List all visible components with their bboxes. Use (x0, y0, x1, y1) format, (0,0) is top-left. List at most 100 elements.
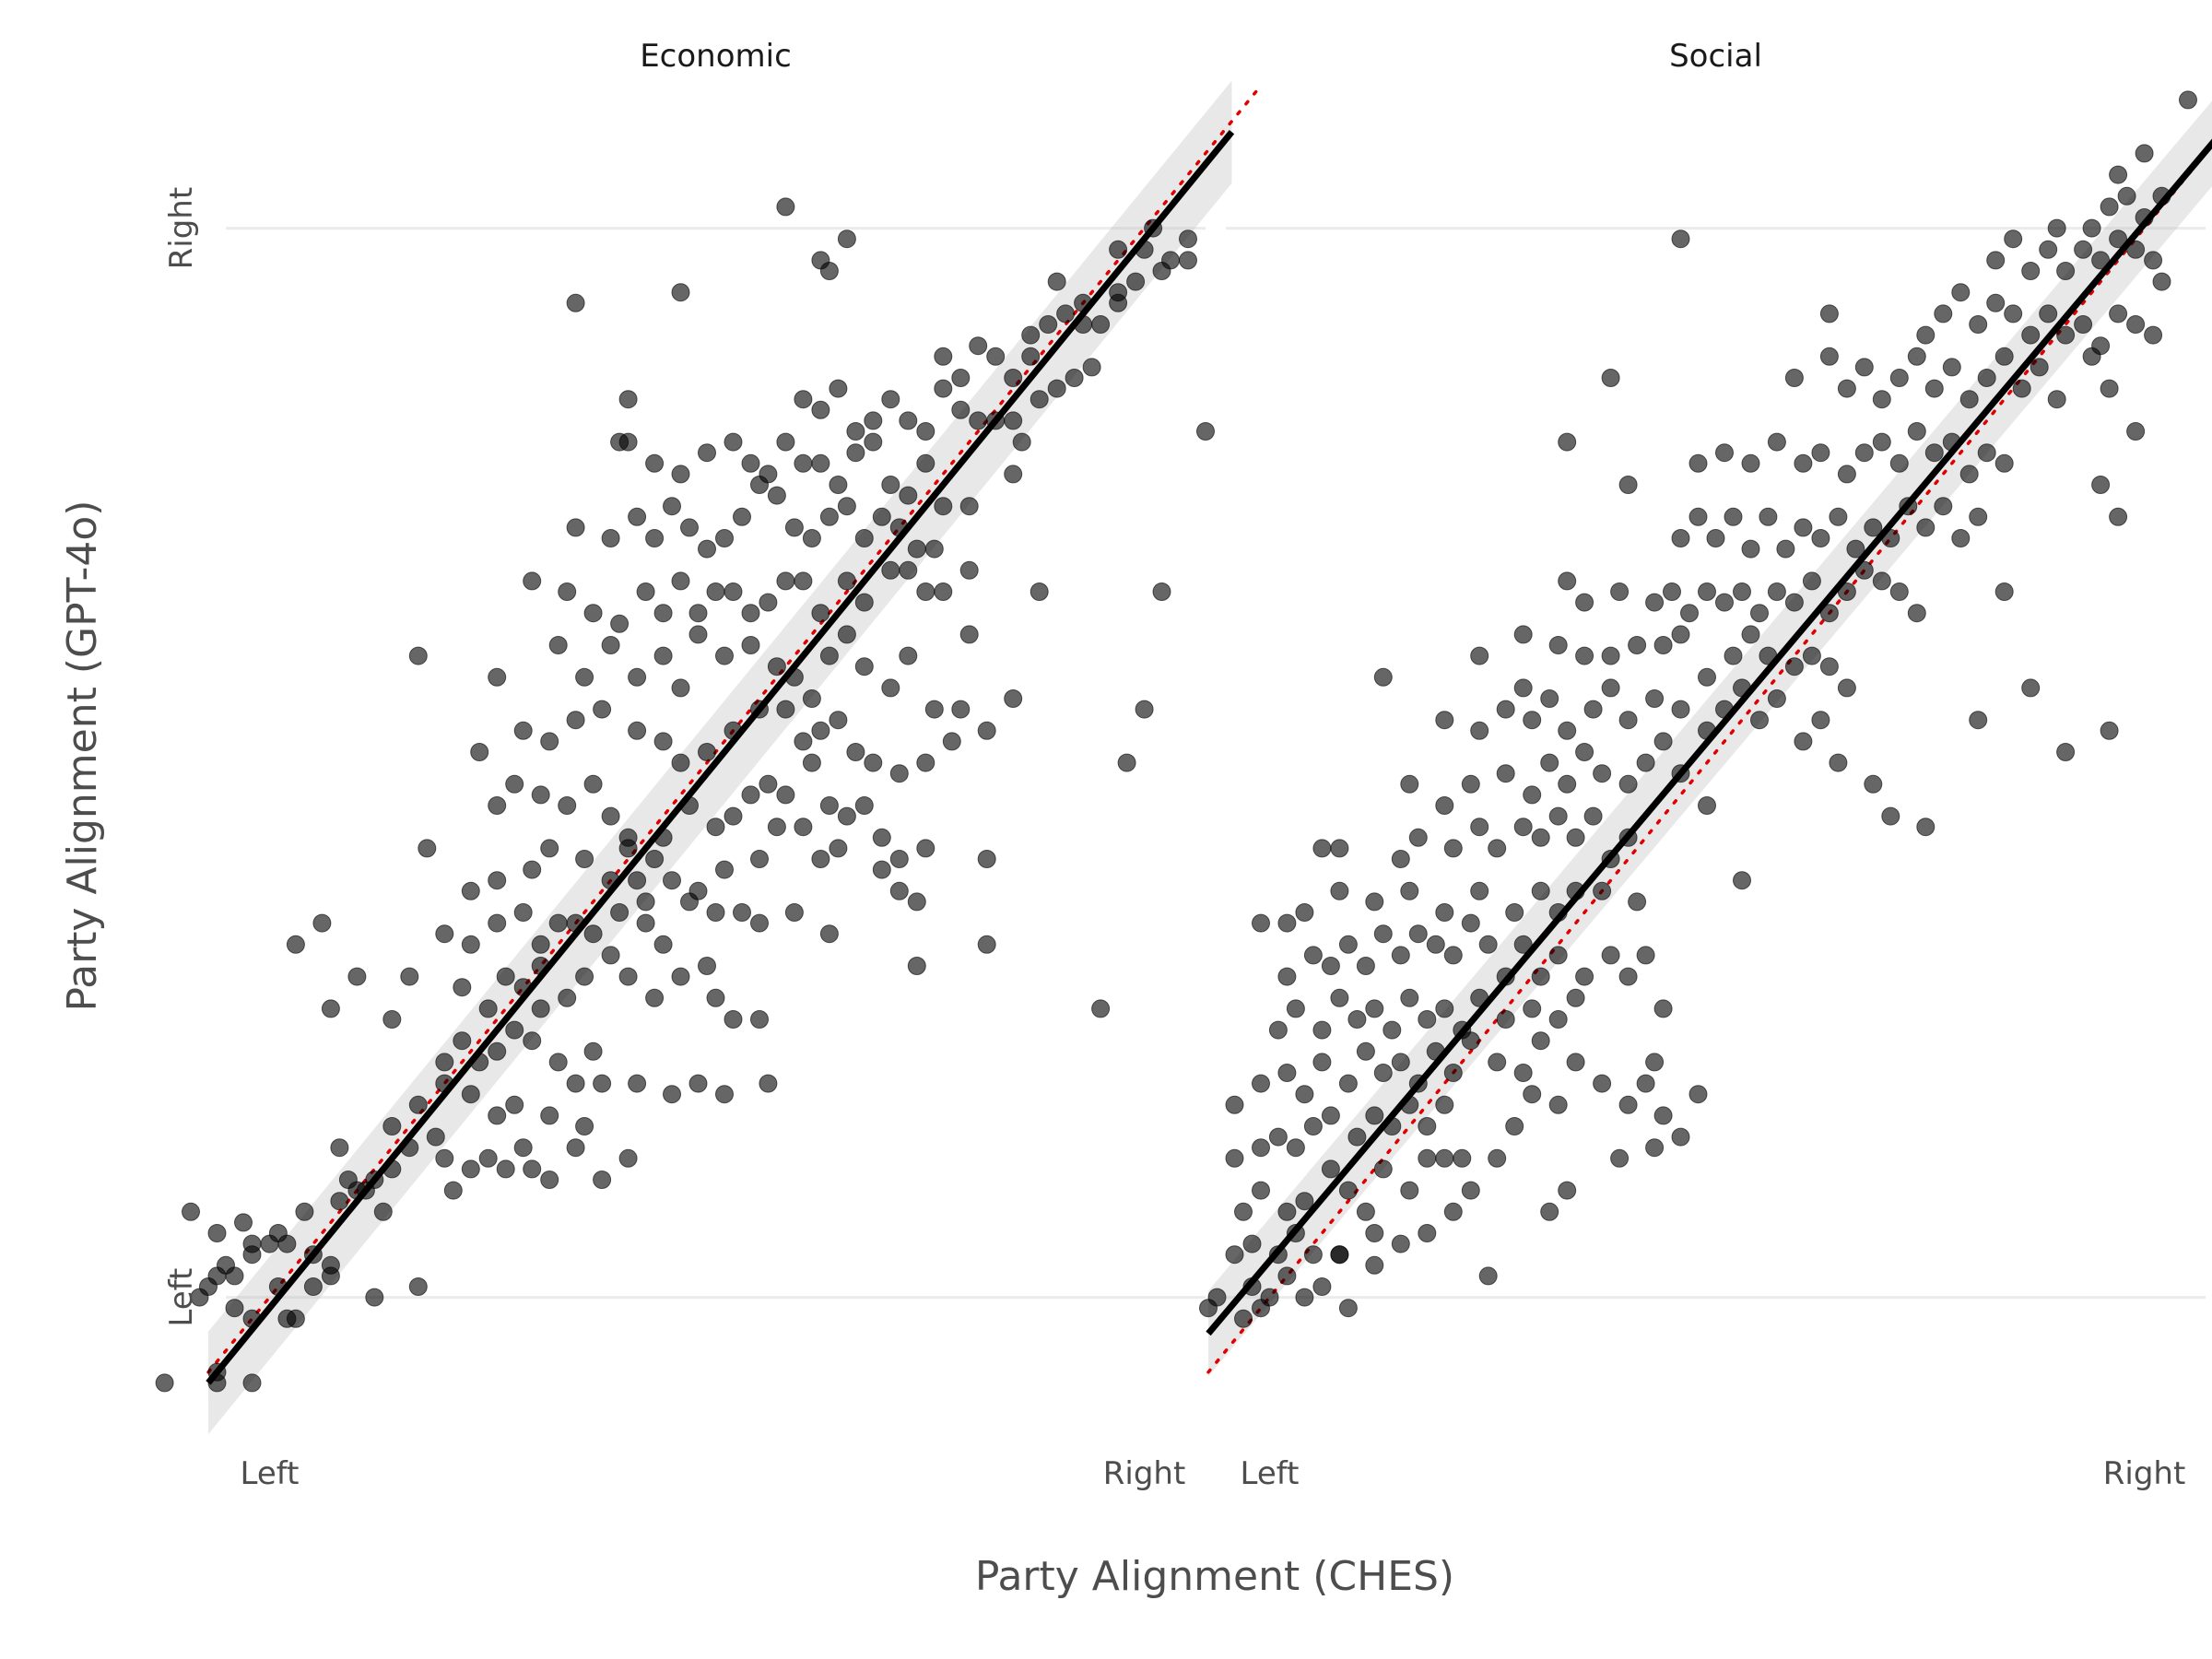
point-economic-172 (916, 753, 935, 772)
point-social-52 (1252, 1074, 1270, 1093)
point-social-165 (1750, 711, 1769, 730)
point-economic-183 (671, 678, 690, 698)
point-economic-144 (759, 774, 778, 794)
point-economic-161 (671, 753, 690, 772)
point-social-202 (1819, 604, 1839, 623)
point-social-117 (1531, 881, 1550, 900)
point-economic-278 (1030, 390, 1049, 409)
point-social-278 (2109, 229, 2128, 249)
point-economic-93 (461, 935, 480, 954)
point-social-316 (2082, 347, 2101, 366)
point-economic-245 (724, 432, 743, 452)
point-economic-68 (583, 1041, 603, 1061)
point-economic-177 (488, 667, 507, 687)
point-economic-87 (724, 1010, 743, 1029)
point-economic-166 (794, 732, 813, 751)
point-social-21 (1277, 1202, 1297, 1221)
point-economic-59 (435, 1053, 454, 1072)
point-social-145 (1618, 774, 1638, 794)
point-economic-40 (496, 1159, 515, 1179)
point-economic-151 (889, 850, 909, 868)
point-economic-115 (540, 839, 559, 858)
point-social-10 (1225, 1245, 1244, 1265)
point-economic-195 (951, 700, 971, 719)
point-social-68 (1593, 1074, 1612, 1093)
point-social-282 (2047, 218, 2066, 238)
point-economic-174 (977, 721, 996, 740)
point-economic-264 (864, 411, 883, 430)
point-economic-134 (531, 785, 550, 805)
point-social-197 (1733, 582, 1751, 601)
point-economic-203 (671, 571, 690, 591)
point-economic-240 (1030, 582, 1049, 601)
point-economic-274 (969, 336, 988, 356)
point-economic-137 (601, 806, 620, 826)
point-social-243 (1819, 347, 1839, 366)
point-social-255 (2030, 358, 2049, 377)
point-economic-168 (829, 711, 848, 730)
point-economic-265 (881, 390, 900, 409)
point-economic-262 (829, 379, 848, 398)
point-social-181 (1698, 667, 1716, 687)
point-social-280 (2144, 251, 2163, 270)
point-social-116 (1505, 903, 1524, 922)
point-economic-136 (583, 774, 603, 794)
point-social-266 (2074, 315, 2093, 334)
point-social-285 (2117, 186, 2136, 206)
point-economic-95 (513, 903, 533, 922)
point-economic-266 (899, 411, 918, 430)
point-economic-111 (418, 839, 437, 858)
point-social-1 (1207, 1288, 1227, 1307)
point-social-177 (1601, 646, 1620, 665)
fit-line-social-path (1206, 138, 2212, 1336)
point-social-124 (1391, 850, 1410, 868)
point-economic-299 (1109, 293, 1128, 312)
point-economic-124 (715, 860, 734, 879)
point-economic-76 (496, 967, 515, 986)
y-tick-right: Right (163, 187, 200, 270)
point-economic-277 (1021, 347, 1041, 366)
point-social-18 (1418, 1224, 1437, 1242)
point-social-193 (1663, 582, 1681, 601)
point-social-236 (1907, 422, 1926, 441)
point-social-262 (2004, 304, 2023, 324)
point-social-57 (1356, 1041, 1375, 1061)
point-economic-54 (488, 1106, 507, 1125)
point-social-309 (1330, 1245, 1349, 1265)
point-economic-282 (1021, 325, 1041, 345)
point-economic-39 (478, 1148, 498, 1168)
point-social-218 (1846, 539, 1865, 559)
point-economic-253 (864, 432, 883, 452)
point-economic-276 (1004, 369, 1023, 387)
point-economic-51 (408, 1095, 428, 1114)
point-social-42 (1435, 1095, 1454, 1114)
point-social-69 (1618, 1095, 1638, 1114)
point-economic-281 (1082, 358, 1101, 377)
point-social-271 (1986, 251, 2006, 270)
point-economic-260 (794, 390, 813, 409)
point-social-140 (1523, 785, 1542, 805)
point-social-178 (1628, 636, 1647, 654)
y-tick-left: Left (163, 1268, 200, 1327)
point-economic-199 (583, 604, 603, 623)
point-social-151 (1470, 721, 1489, 740)
point-social-251 (1959, 390, 1979, 409)
point-economic-211 (811, 604, 830, 623)
fit-line-economic (206, 129, 1235, 1385)
point-social-49 (1653, 1106, 1673, 1125)
point-social-6 (1277, 1266, 1297, 1286)
point-economic-292 (1109, 240, 1128, 259)
point-social-28 (1418, 1148, 1437, 1168)
point-social-38 (1365, 1106, 1384, 1125)
point-social-121 (1628, 892, 1647, 912)
point-economic-212 (837, 571, 856, 591)
point-social-157 (1583, 700, 1603, 719)
point-economic-42 (523, 1159, 542, 1179)
point-social-239 (1959, 465, 1979, 484)
point-social-154 (1523, 711, 1542, 730)
point-economic-97 (548, 913, 568, 933)
point-social-87 (1523, 999, 1542, 1018)
point-economic-246 (741, 453, 760, 473)
fit-line-economic-path (206, 129, 1235, 1385)
point-social-244 (1837, 379, 1856, 398)
